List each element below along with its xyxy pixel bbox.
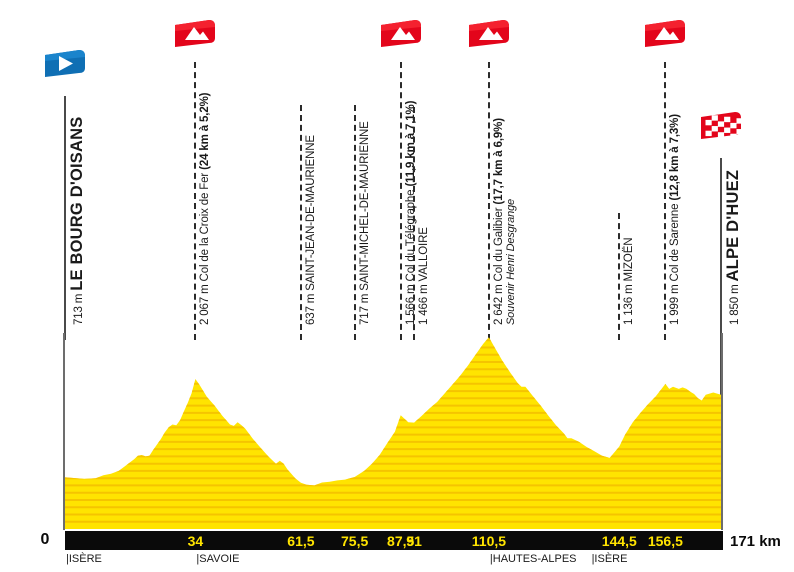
leader-line-start — [64, 96, 66, 340]
department-label: |HAUTES-ALPES — [490, 553, 577, 565]
department-separator: | — [196, 553, 200, 565]
x-axis-label: 34 — [187, 533, 204, 549]
y-axis-line — [63, 333, 65, 530]
leader-line-col-du-telegraphe — [399, 62, 402, 340]
finish-axis-line — [721, 333, 723, 530]
department-separator: | — [66, 553, 69, 565]
x-axis-label: 87,5 — [387, 533, 415, 549]
department-name: ISÈRE — [594, 553, 628, 565]
department-separator: | — [591, 553, 595, 565]
x-axis-label: 61,5 — [287, 533, 315, 549]
mountain-flag-icon — [173, 18, 217, 48]
department-label: |ISÈRE — [592, 553, 628, 565]
mountain-flag-icon — [643, 18, 687, 48]
x-axis-label: 75,5 — [341, 533, 369, 549]
leader-line-mizoen — [618, 213, 621, 340]
x-axis-label: 91 — [406, 533, 422, 549]
mountain-flag-icon — [379, 18, 423, 48]
mountain-flag-icon — [467, 18, 511, 48]
department-label: |ISÈRE — [66, 553, 102, 565]
leader-line-saint-michel-de-maurienne — [353, 105, 356, 340]
department-label: |SAVOIE — [196, 553, 239, 565]
department-separator: | — [489, 553, 493, 565]
leader-line-valloire — [413, 107, 416, 340]
department-name: ISÈRE — [68, 553, 102, 565]
distance-axis-bar — [65, 531, 723, 550]
checkered-flag-icon — [699, 110, 743, 140]
leader-line-croix-de-fer — [194, 62, 197, 340]
x-axis-label: 144,5 — [601, 533, 637, 549]
start-distance-label: 0 — [40, 531, 50, 548]
department-name: SAVOIE — [199, 553, 240, 565]
x-axis-label: 156,5 — [647, 533, 683, 549]
leader-line-saint-jean-de-maurienne — [299, 105, 302, 340]
leader-line-col-de-sarenne — [664, 62, 667, 340]
x-axis-label: 110,5 — [471, 533, 507, 549]
departure-flag-icon — [43, 48, 87, 78]
leader-line-col-du-galibier — [487, 62, 490, 340]
total-distance-label: 171 km — [730, 533, 781, 550]
elevation-area — [65, 337, 721, 529]
department-name: HAUTES-ALPES — [492, 553, 577, 565]
